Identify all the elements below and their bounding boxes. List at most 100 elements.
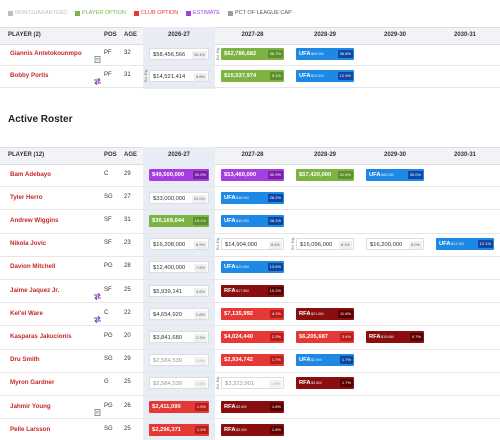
salary-text: $2,584,539: [153, 358, 183, 365]
column-header: PLAYER (12): [8, 152, 45, 158]
age: 25: [124, 425, 131, 432]
column-header: 2027-28: [241, 152, 264, 158]
row-divider: [0, 302, 500, 304]
legend-swatch: [8, 11, 13, 16]
cap-pct: 1.7%: [339, 379, 353, 388]
swap-icon: [94, 292, 101, 300]
legend-swatch: [228, 11, 233, 16]
salary-cell: UFA $23.4M 12.9%: [296, 70, 354, 82]
salary-text: $7,135,992: [224, 310, 254, 317]
salary-text: UFA: [439, 241, 451, 248]
salary-text: $15,537,974: [224, 73, 257, 79]
position: PF: [104, 72, 112, 78]
row-divider: [0, 395, 500, 396]
legend-swatch: [134, 11, 139, 16]
salary-text: $4,654,920: [153, 311, 183, 318]
salary-cell: $16,208,000 8.9%: [149, 238, 209, 251]
salary-text: UFA: [224, 264, 236, 271]
column-header: AGE: [124, 32, 138, 38]
salary-text: UFA: [299, 73, 311, 79]
cap-pct: 1.5%: [194, 402, 208, 411]
cap-pct: 35.0%: [407, 170, 423, 179]
cap-pct: 36.8%: [337, 50, 353, 58]
salary-cell: $2,584,539 1.6%: [149, 377, 209, 390]
row-divider: [0, 371, 500, 373]
row-divider: [0, 232, 500, 234]
column-header: 2029-30: [383, 152, 407, 158]
salary-text: $3,323,901: [225, 381, 255, 388]
player-name: Kel'el Ware: [10, 309, 43, 317]
position: SG: [104, 193, 113, 200]
salary-text: $2,934,742: [224, 357, 254, 364]
player-icon: [94, 287, 101, 300]
player-icon: [94, 310, 101, 324]
salary-cell: $53,460,000 30.9%: [221, 168, 284, 181]
salary-text: $49,500,000: [152, 171, 185, 178]
column-header: POS: [104, 32, 117, 38]
player-name: Andrew Wiggins: [10, 217, 59, 224]
position: G: [104, 379, 109, 386]
cap-pct: 35.4%: [191, 51, 207, 59]
salary-text: $15,096,000: [300, 242, 333, 249]
position: PG: [104, 402, 113, 409]
legend-label: CLUB OPTION: [141, 10, 179, 16]
salary-cell: $2,584,539 1.6%: [149, 354, 209, 367]
salary-text: $53,460,000: [224, 171, 257, 178]
cap-pct: 4.1%: [269, 309, 283, 318]
age: 23: [124, 240, 131, 247]
salary-cell: RFA $19.6M 9.7%: [366, 331, 424, 343]
section-title: Active Roster: [8, 114, 73, 125]
salary-text: RFA: [299, 380, 311, 387]
cap-pct: 8.9%: [193, 241, 207, 250]
row-divider: [0, 209, 500, 211]
age: 25: [124, 379, 131, 386]
age: 29: [124, 170, 131, 177]
row-divider: [0, 255, 500, 257]
position: SG: [104, 356, 113, 363]
position: PG: [104, 333, 113, 339]
cap-pct: 2.8%: [193, 310, 207, 319]
row-divider: [0, 279, 500, 280]
salary-text: $3,841,680: [153, 335, 183, 341]
position: SF: [104, 240, 112, 247]
player-name: Bobby Portis: [10, 72, 49, 79]
salary-cell: $3,323,901 1.9%: [221, 377, 284, 390]
salary-text: $2,296,371: [152, 426, 182, 433]
column-header: 2030-31: [453, 32, 477, 38]
age: 26: [124, 402, 131, 409]
player-icon: [94, 72, 101, 86]
salary-cell: $2,411,090 1.5%: [149, 400, 209, 413]
salary-cell: UFA $66.0M 35.0%: [366, 168, 424, 181]
salary-text: RFA: [224, 403, 236, 410]
est-elig-label: Est. Elig: [216, 376, 220, 390]
projected-amount: $65.9M: [311, 52, 324, 56]
salary-cell: RFA $21.6M 11.8%: [296, 307, 354, 320]
row-divider: [0, 325, 500, 327]
salary-cell: UFA $23.6M 13.6%: [221, 261, 284, 274]
column-header: AGE: [124, 152, 138, 158]
header-bg: [0, 27, 500, 45]
legend-label: PCT OF LEAGUE CAP: [235, 10, 292, 16]
column-header: 2026-27: [167, 152, 191, 158]
projected-amount: $24.3M: [451, 242, 464, 247]
swap-icon: [94, 77, 101, 86]
cap-pct: 10.2%: [267, 286, 283, 295]
salary-text: $12,400,000: [153, 265, 186, 272]
salary-cell: UFA $24.3M 12.1%: [436, 238, 494, 251]
column-header: POS: [104, 152, 117, 158]
projected-amount: $23.6M: [236, 265, 249, 270]
salary-cell: $2,296,371 1.4%: [149, 423, 209, 436]
salary-cell: $62,786,682 36.7%: [221, 48, 284, 60]
salary-text: RFA: [369, 334, 381, 340]
position: SG: [104, 425, 113, 432]
salary-text: $62,786,682: [224, 51, 257, 57]
salary-cell: $57,420,000 31.6%: [296, 168, 354, 181]
legend-label: ESTIMATE: [193, 10, 221, 16]
column-header: 2028-29: [313, 152, 337, 158]
salary-cell: UFA $48.9M 28.2%: [221, 191, 284, 204]
salary-text: $14,521,414: [153, 74, 186, 80]
cap-pct: 7.8%: [193, 264, 207, 273]
cap-pct: 2.3%: [269, 333, 283, 341]
salary-text: $16,208,000: [153, 242, 186, 249]
age: 22: [124, 309, 131, 316]
